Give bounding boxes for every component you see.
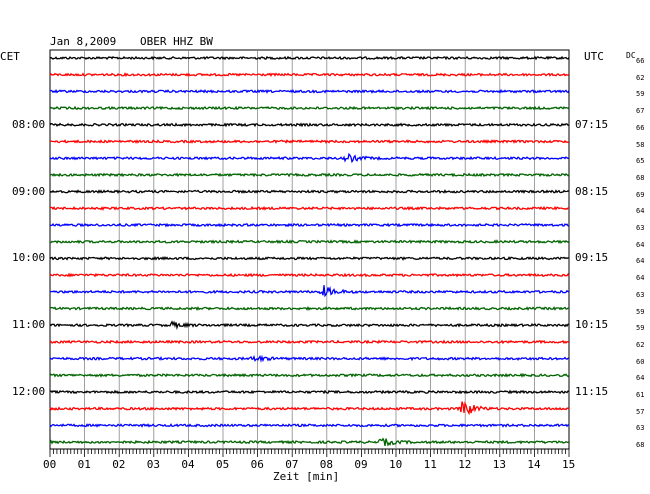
x-tick-label: 14 [527, 458, 541, 471]
right-hour-label: 11:15 [575, 385, 609, 398]
trace-line [49, 256, 570, 261]
trace-line [49, 437, 570, 447]
trace-line [49, 372, 570, 378]
x-tick-label: 03 [146, 458, 161, 471]
trace-line [49, 139, 570, 144]
x-tick-label: 04 [181, 458, 195, 471]
dc-value: 58 [636, 140, 645, 149]
left-hour-label: 11:00 [12, 318, 46, 332]
x-tick-label: 08 [319, 458, 334, 471]
dc-value: 64 [636, 374, 645, 383]
dc-value: 64 [636, 240, 645, 249]
trace-line [49, 423, 570, 428]
x-tick-label: 06 [250, 458, 264, 471]
dc-value: 68 [636, 441, 645, 450]
dc-value: 65 [636, 157, 645, 166]
trace-line [49, 354, 570, 363]
seismic-traces [49, 55, 570, 447]
trace-line [49, 285, 570, 298]
trace-line [49, 222, 570, 228]
right-hour-label: 07:15 [575, 117, 609, 131]
dc-value: 68 [636, 173, 645, 182]
x-tick-label: 13 [492, 458, 507, 471]
trace-line [49, 122, 569, 128]
x-tick-label: 12 [458, 458, 472, 471]
trace-line [49, 205, 570, 211]
x-tick-label: 07 [285, 458, 299, 471]
dc-value: 59 [636, 324, 645, 333]
x-tick-label: 11 [423, 458, 437, 471]
x-tick-label: 02 [112, 458, 126, 471]
plot-frame [49, 49, 570, 450]
left-hour-label: 10:00 [12, 251, 46, 265]
minute-gridlines [84, 50, 535, 449]
dc-value: 64 [636, 257, 645, 266]
chart-date: Jan 8,2009 [50, 35, 117, 48]
dc-value: 69 [636, 190, 645, 199]
dc-value: 62 [636, 73, 645, 82]
right-hour-label: 08:15 [575, 184, 609, 198]
x-tick-label: 10 [389, 458, 403, 471]
right-axis-label: UTC [584, 50, 604, 63]
trace-line [49, 272, 570, 278]
x-tick-label: 15 [562, 458, 576, 471]
dc-value: 63 [636, 224, 645, 232]
left-axis-label: CET [0, 50, 20, 63]
trace-line [49, 339, 570, 345]
right-hour-label: 10:15 [575, 318, 609, 332]
left-hour-label: 08:00 [12, 117, 46, 131]
trace-line [49, 72, 570, 78]
dc-value: 61 [636, 391, 645, 399]
dc-value: 60 [636, 357, 645, 366]
trace-line [49, 55, 570, 61]
x-axis-ticks [49, 449, 570, 457]
chart-station: OBER HHZ BW [140, 35, 213, 48]
dc-label: DC [626, 51, 636, 60]
x-tick-label: 09 [354, 458, 368, 471]
dc-value: 66 [636, 123, 645, 132]
left-hour-label: 12:00 [12, 385, 46, 398]
trace-line [49, 152, 570, 164]
x-tick-label: 00 [43, 458, 57, 471]
trace-line [49, 105, 570, 111]
x-tick-label: 05 [216, 458, 230, 471]
trace-line [49, 320, 570, 331]
dc-value: 59 [636, 90, 645, 99]
trace-line [49, 305, 570, 312]
dc-value: 59 [636, 307, 645, 316]
left-hour-label: 09:00 [12, 184, 46, 198]
dc-value: 62 [636, 340, 645, 349]
trace-line [49, 88, 570, 94]
dc-value: 67 [636, 107, 645, 116]
dc-value: 66 [636, 57, 645, 65]
trace-line [49, 389, 570, 395]
dc-value: 63 [636, 290, 645, 299]
trace-line [49, 400, 570, 416]
trace-line [49, 239, 570, 245]
dc-value: 64 [636, 274, 645, 283]
dc-value: 63 [636, 424, 645, 433]
dc-value: 64 [636, 207, 645, 216]
dc-value: 57 [636, 407, 645, 416]
x-axis-label: Zeit [min] [273, 470, 340, 483]
trace-line [49, 172, 570, 178]
right-hour-label: 09:15 [575, 251, 609, 265]
trace-line [49, 189, 570, 195]
x-tick-label: 01 [77, 458, 91, 471]
